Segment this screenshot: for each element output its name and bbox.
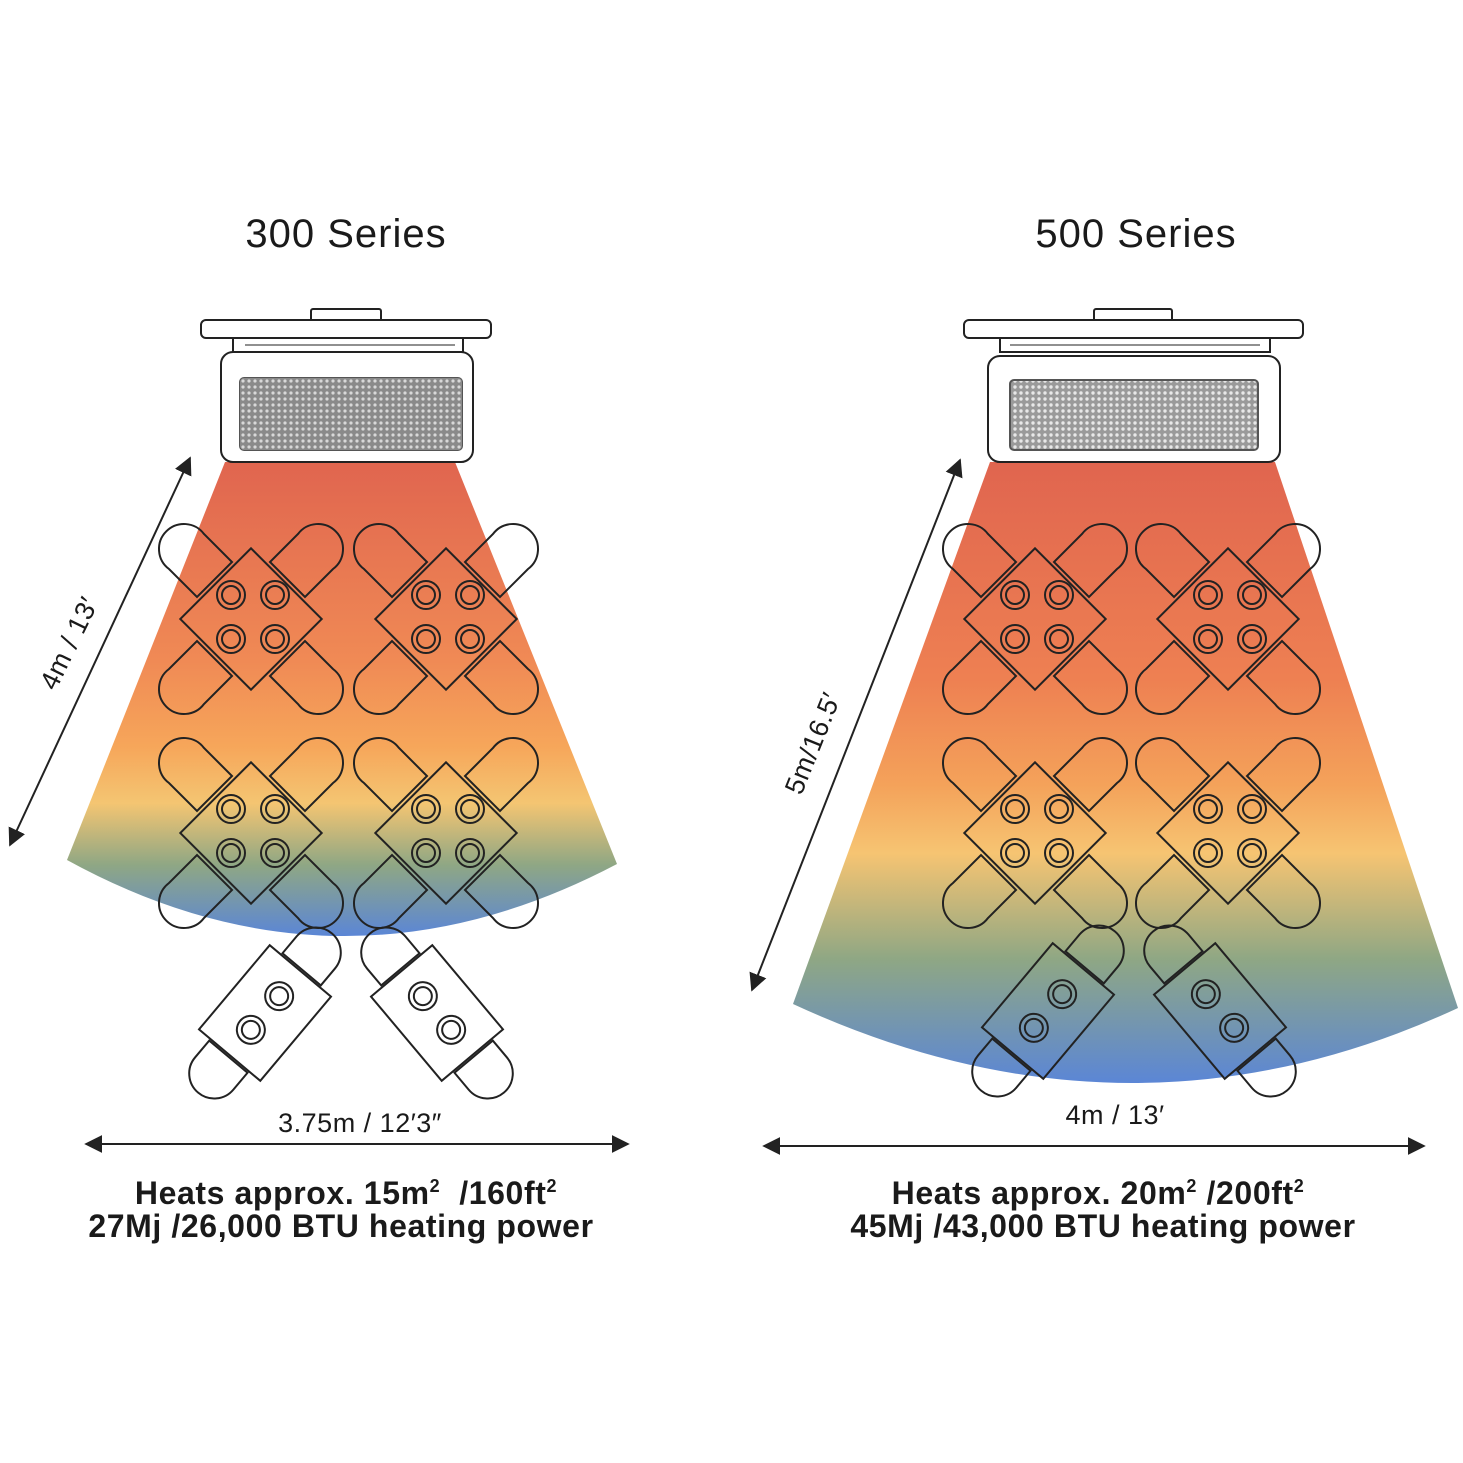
depth-arrow <box>749 458 963 992</box>
area-mid: /160ft <box>459 1175 547 1211</box>
table-group-icon <box>942 523 1321 1098</box>
area-sup-1: 2 <box>1186 1176 1198 1196</box>
heat-coverage-diagram <box>8 308 630 1153</box>
area-spec: Heats approx. 20m2 /200ft2 <box>700 1166 1463 1213</box>
area-sup-2: 2 <box>546 1176 558 1196</box>
width-label: 4m / 13′ <box>1065 1100 1165 1130</box>
series-title: 500 Series <box>1035 212 1237 256</box>
area-prefix: Heats approx. 20m <box>891 1175 1187 1211</box>
power-spec: 27Mj /26,000 BTU heating power <box>88 1208 594 1244</box>
area-prefix: Heats approx. 15m <box>134 1175 430 1211</box>
depth-arrow <box>8 456 192 847</box>
area-sup-1: 2 <box>429 1176 441 1196</box>
table-group-icon <box>158 523 539 1100</box>
heater-500-icon <box>963 308 1304 463</box>
heater-300-icon <box>200 308 492 463</box>
panel-500-series: 500 Series <box>700 0 1463 1463</box>
power-spec: 45Mj /43,000 BTU heating power <box>850 1208 1356 1244</box>
panel-300-series: 300 Series <box>0 0 700 1463</box>
series-title: 300 Series <box>245 212 447 256</box>
area-mid: /200ft <box>1206 1175 1294 1211</box>
area-spec: Heats approx. 15m2 /160ft2 <box>0 1166 692 1213</box>
area-sup-2: 2 <box>1293 1176 1305 1196</box>
width-label: 3.75m / 12′3″ <box>278 1108 442 1138</box>
heat-coverage-diagram <box>749 308 1458 1155</box>
